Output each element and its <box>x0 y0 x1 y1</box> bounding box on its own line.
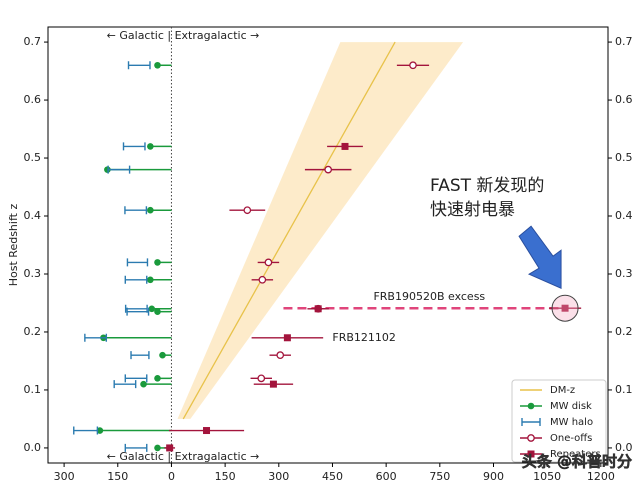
halo-bar <box>113 380 137 389</box>
legend-marker <box>527 402 535 410</box>
bottom-annotation: ← Galactic | Extragalactic → <box>107 450 260 463</box>
halo-bar <box>126 258 149 267</box>
disk-point <box>154 308 161 315</box>
y-tick-label: 0.3 <box>24 267 42 280</box>
halo-bar <box>127 61 151 70</box>
disk-point <box>148 305 156 313</box>
x-tick-label: 600 <box>376 470 397 483</box>
disk-point <box>154 375 161 382</box>
y-tick-label: 0.1 <box>24 383 42 396</box>
one-off-point <box>243 206 252 215</box>
repeater-point <box>203 427 211 435</box>
disk-point <box>147 143 154 150</box>
y-tick-label: 0.2 <box>24 325 42 338</box>
disk-point <box>154 61 161 69</box>
y-tick-label-right: 0.0 <box>615 441 633 454</box>
one-off-point <box>276 351 285 360</box>
halo-bar <box>124 275 148 284</box>
legend-label: MW disk <box>550 401 592 412</box>
dmz-line <box>182 41 396 420</box>
y-tick-label: 0.4 <box>24 209 42 222</box>
repeater-point <box>314 305 322 313</box>
dmz-band <box>177 42 464 419</box>
disk-point <box>154 444 161 452</box>
y-tick-label: 0.7 <box>24 35 42 48</box>
x-tick-label: 900 <box>483 470 504 483</box>
y-tick-label-right: 0.3 <box>615 267 633 280</box>
disk-point <box>96 427 104 434</box>
legend-label: MW halo <box>550 417 593 428</box>
highlight-ring <box>551 294 579 322</box>
halo-bar <box>107 165 131 174</box>
halo-bar <box>130 351 150 360</box>
halo-bar <box>73 426 99 435</box>
disk-point <box>147 276 154 284</box>
disk-point <box>154 259 161 266</box>
x-tick-label: 450 <box>322 470 343 483</box>
y-tick-label-right: 0.4 <box>615 209 633 222</box>
halo-bar <box>124 374 148 383</box>
x-tick-label: 150 <box>215 470 236 483</box>
top-annotation: ← Galactic | Extragalactic → <box>107 29 260 42</box>
watermark: 头条 @科普时分 <box>522 453 632 471</box>
x-tick-label: 1050 <box>533 470 561 483</box>
y-axis-label: Host Redshift z <box>7 204 20 287</box>
fast-label: 快速射电暴 <box>430 200 515 220</box>
one-off-point <box>264 258 273 267</box>
one-off-point <box>409 61 417 70</box>
y-tick-label-right: 0.2 <box>615 325 633 338</box>
fast-label: FAST 新发现的 <box>430 176 544 196</box>
repeater-point <box>341 142 349 150</box>
repeater-point <box>166 444 174 452</box>
one-off-point <box>324 165 333 174</box>
repeater-point <box>561 304 569 312</box>
legend-label: One-offs <box>550 433 592 444</box>
legend-marker <box>527 450 535 458</box>
legend-label: Repeaters <box>550 449 601 460</box>
legend-label: DM-z <box>550 385 575 396</box>
frb121102-label: FRB121102 <box>332 331 396 344</box>
x-tick-label: 150 <box>107 470 128 483</box>
halo-bar <box>124 443 148 452</box>
legend-marker <box>521 418 541 426</box>
y-tick-label-right: 0.5 <box>615 151 633 164</box>
legend-marker <box>527 434 535 442</box>
x-tick-label: 750 <box>429 470 450 483</box>
one-off-point <box>258 275 267 284</box>
y-tick-label: 0.5 <box>24 151 42 164</box>
disk-point <box>140 380 147 388</box>
one-off-point <box>257 374 266 383</box>
halo-bar <box>84 333 108 342</box>
y-tick-label-right: 0.6 <box>615 93 633 106</box>
repeater-point <box>269 380 277 388</box>
halo-bar <box>124 206 148 215</box>
y-tick-label-right: 0.1 <box>615 383 633 396</box>
x-tick-label: 0 <box>168 470 175 483</box>
x-tick-label: 1200 <box>587 470 615 483</box>
pointer-arrow <box>518 225 562 289</box>
plot-frame <box>47 26 609 464</box>
y-tick-label-right: 0.7 <box>615 35 633 48</box>
disk-point <box>147 206 154 214</box>
x-tick-label: 300 <box>54 470 75 483</box>
halo-bar <box>122 142 146 151</box>
excess-label: FRB190520B excess <box>373 290 485 303</box>
x-tick-label: 300 <box>268 470 289 483</box>
legend: DM-z MW disk MW halo One-offs Repeaters <box>511 379 607 463</box>
disk-point <box>104 166 111 173</box>
y-tick-label: 0.6 <box>24 93 42 106</box>
halo-bar <box>126 307 150 316</box>
y-tick-label: 0.0 <box>24 441 42 454</box>
legend-box <box>511 379 607 463</box>
repeater-point <box>283 334 291 342</box>
disk-point <box>159 351 166 359</box>
